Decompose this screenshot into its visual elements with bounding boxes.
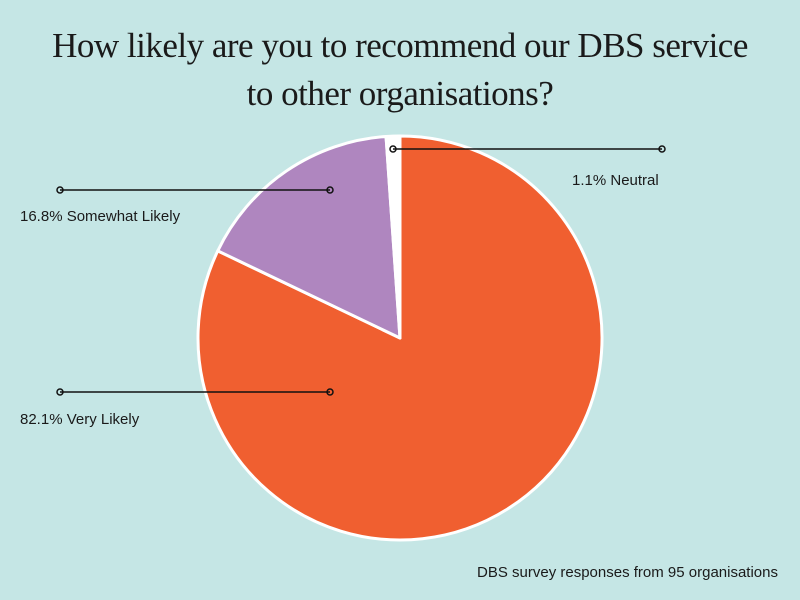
pie-slice-somewhat-likely <box>216 134 402 340</box>
chart-title-line-1: How likely are you to recommend our DBS … <box>52 26 748 65</box>
chart-title: How likely are you to recommend our DBS … <box>0 22 800 118</box>
callout-line-very-likely <box>56 388 334 396</box>
chart-caption: DBS survey responses from 95 organisatio… <box>477 564 778 581</box>
label-somewhat-likely: 16.8% Somewhat Likely <box>20 208 181 225</box>
callout-line-neutral <box>389 145 666 153</box>
label-very-likely: 82.1% Very Likely <box>20 411 140 428</box>
label-neutral: 1.1% Neutral <box>572 172 659 189</box>
callout-line-somewhat-likely <box>56 186 334 194</box>
pie-slice-neutral <box>384 134 402 340</box>
chart-title-line-2: to other organisations? <box>246 74 554 113</box>
